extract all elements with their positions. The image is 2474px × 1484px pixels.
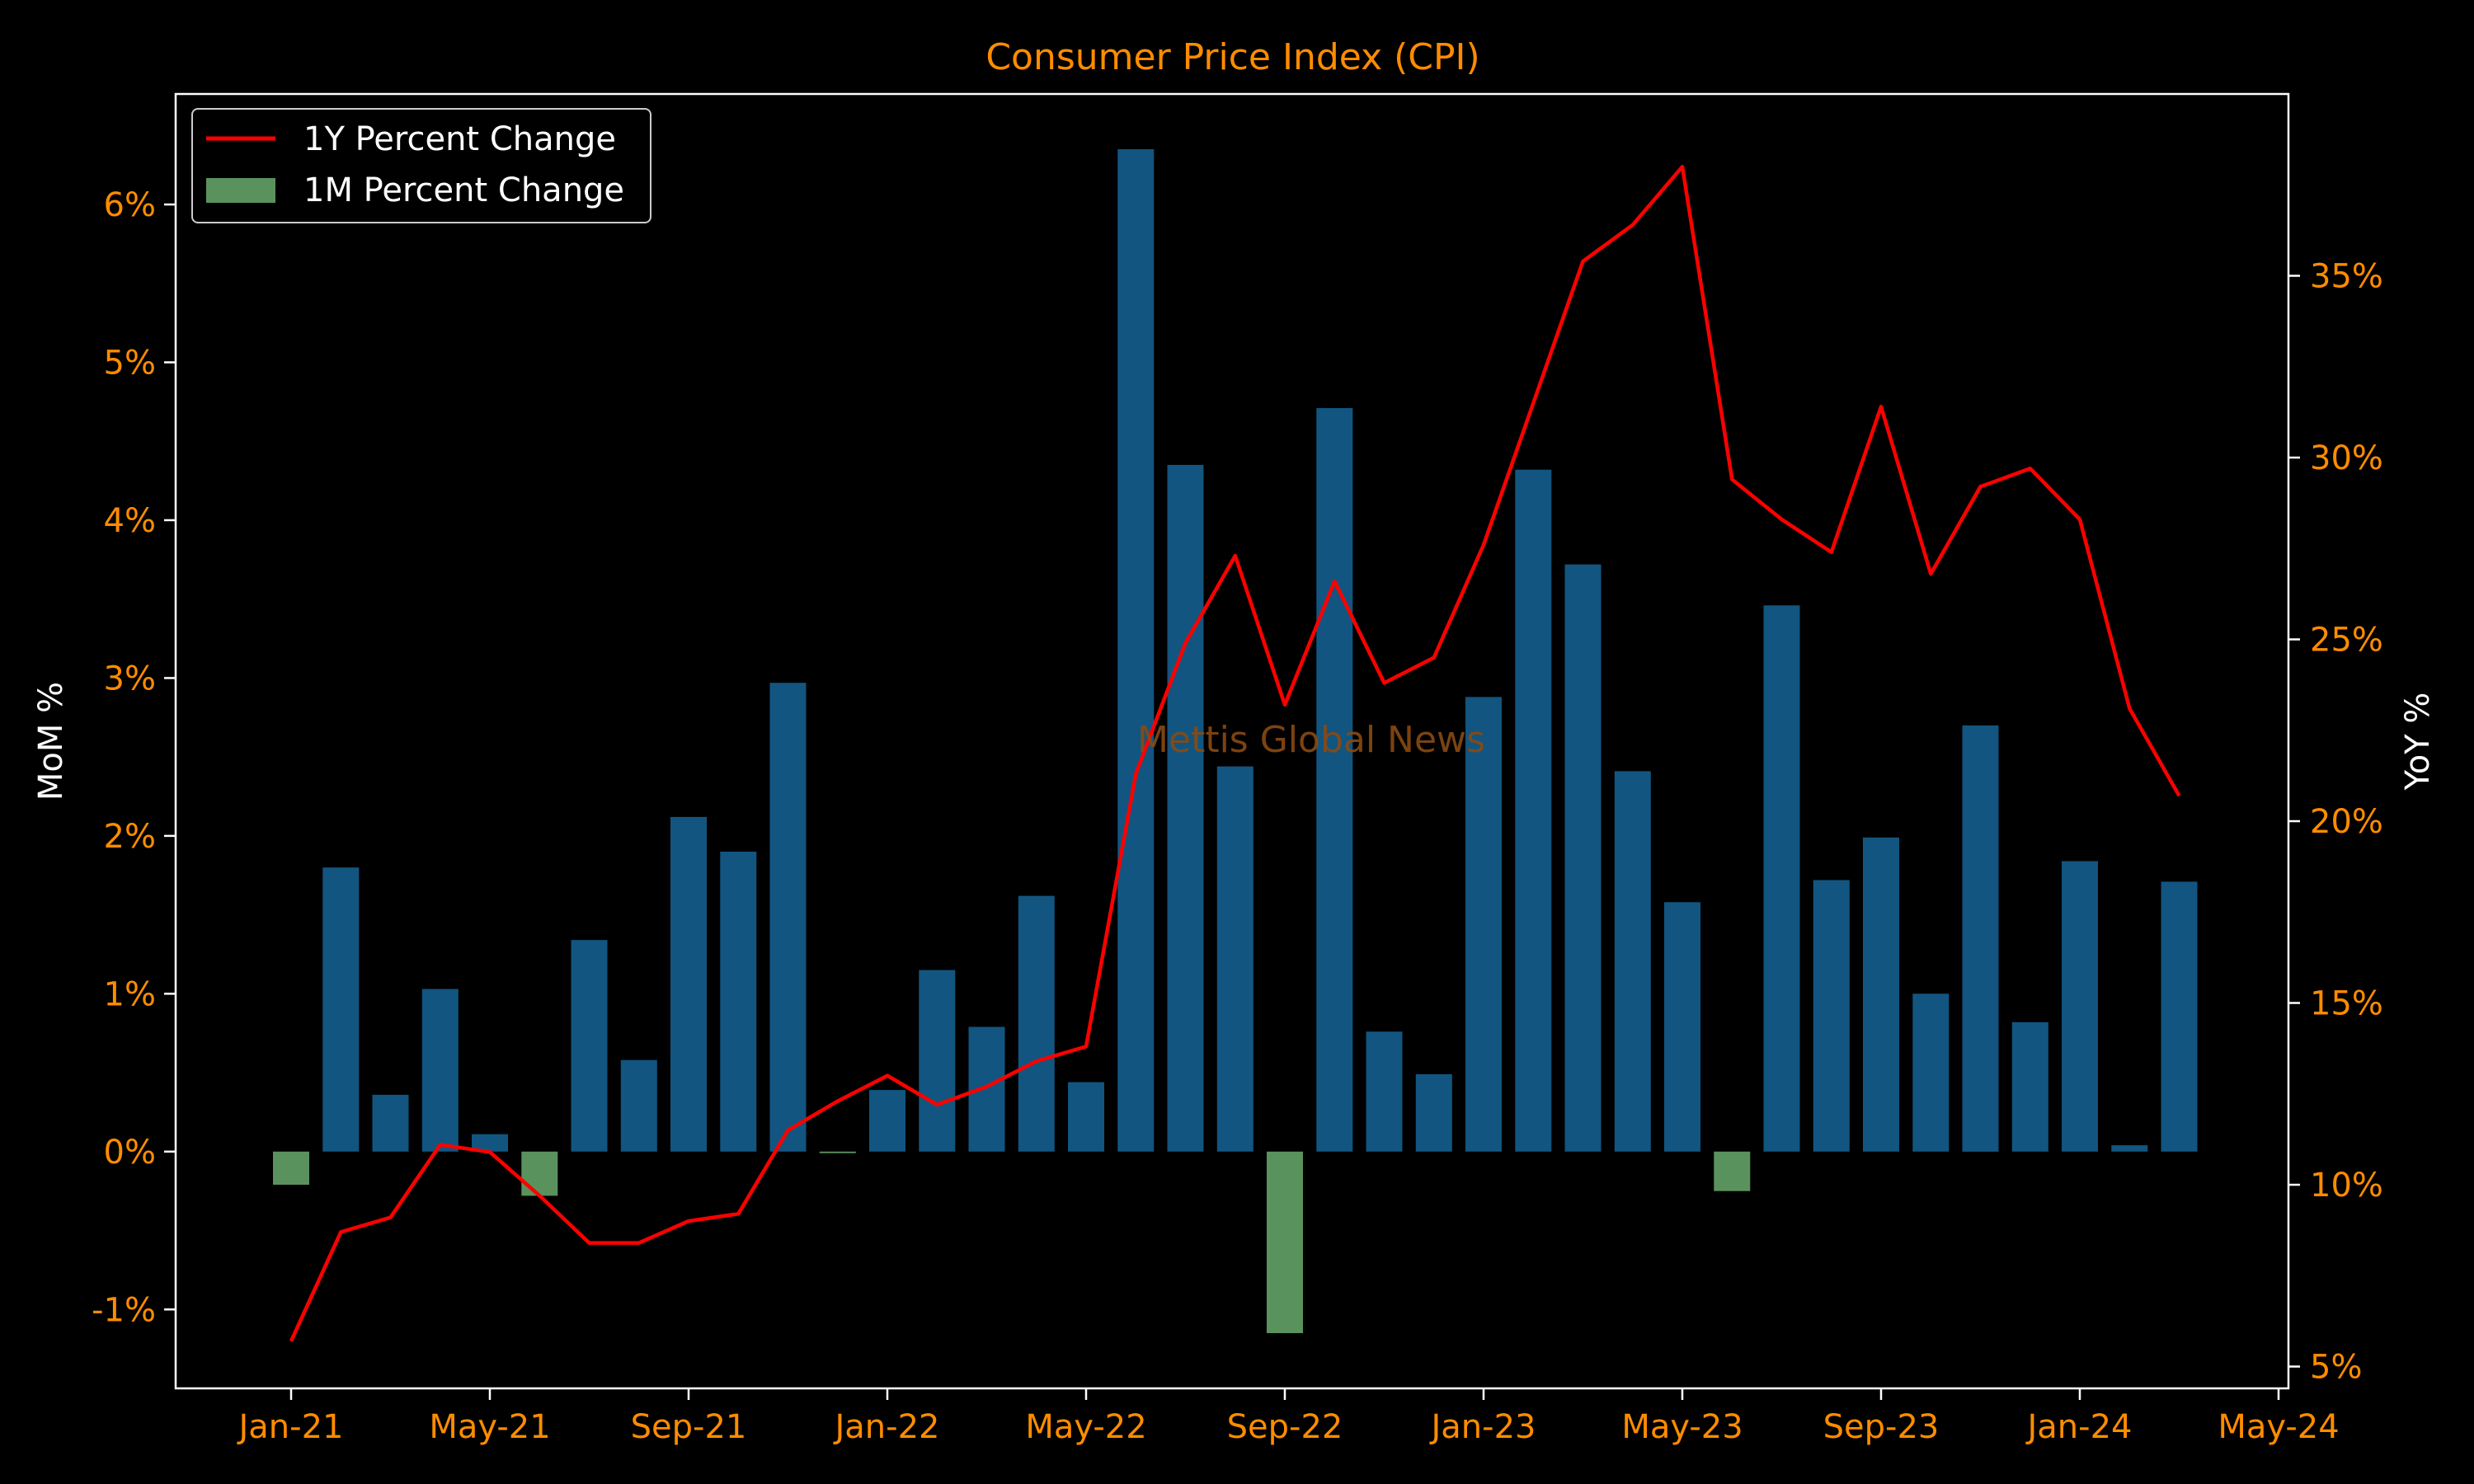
mom-bar [2011,1021,2048,1152]
y-left-tick-label: -1% [92,1291,156,1329]
y-axis-left: -1% 0% 1% 2% 3% 4% 5% 6% [92,186,176,1329]
x-tick-label: Sep-22 [1227,1408,1343,1446]
y-axis-left-label: MoM % [32,682,70,801]
mom-bar [1167,464,1204,1152]
mom-bar [2161,881,2198,1152]
y-right-tick-label: 30% [2310,439,2383,477]
legend: 1Y Percent Change 1M Percent Change [191,108,651,223]
mom-bar [1267,1151,1303,1333]
x-axis: Jan-21 May-21 Sep-21 Jan-22 May-22 Sep-22 Jan-… [237,1388,2340,1446]
mom-bar [1863,837,1899,1152]
y-axis-right: 5% 10% 15% 20% 25% 30% 35% [2288,258,2383,1387]
mom-bar [273,1151,309,1185]
legend-label-mom: 1M Percent Change [303,171,624,209]
mom-bar [1068,1082,1104,1152]
mom-bars [273,149,2198,1333]
y-left-tick-label: 2% [104,818,156,856]
x-tick-label: May-22 [1025,1408,1146,1446]
mom-bar [571,940,608,1152]
mom-bar [1216,766,1253,1152]
mom-bar [1465,697,1502,1152]
y-axis-right-label: YoY % [2399,693,2437,791]
mom-bar [1763,605,1800,1152]
yoy-line-layer [289,164,2181,1342]
chart-title: Consumer Price Index (CPI) [985,36,1479,78]
legend-label-yoy: 1Y Percent Change [303,120,616,158]
y-left-tick-label: 1% [104,975,156,1013]
watermark-text: Mettis Global News [1137,719,1485,761]
mom-bar [919,970,956,1152]
y-right-tick-label: 20% [2310,803,2383,841]
mom-bar [1117,149,1155,1152]
mom-bar [1714,1151,1751,1191]
yoy-line [289,164,2181,1342]
mom-bar [1912,993,1950,1152]
mom-bar [720,852,757,1152]
y-left-tick-label: 6% [104,186,156,224]
mom-bar [819,1151,856,1153]
x-tick-label: Jan-24 [2025,1408,2133,1446]
x-tick-label: May-24 [2218,1408,2339,1446]
x-tick-label: Sep-23 [1823,1408,1940,1446]
mom-bar [1813,880,1850,1152]
mom-bar [968,1026,1005,1152]
plot-frame [174,92,2290,1390]
legend-bar-swatch [206,178,275,203]
x-tick-label: Jan-21 [237,1408,344,1446]
y-left-tick-label: 0% [104,1134,156,1172]
x-tick-label: Jan-22 [833,1408,940,1446]
y-left-tick-label: 5% [104,344,156,382]
mom-bar [322,867,360,1152]
y-left-tick-label: 3% [104,660,156,697]
mom-bar [2062,861,2098,1152]
legend-box [191,108,651,223]
y-left-tick-label: 4% [104,502,156,540]
mom-bar [421,989,459,1152]
y-right-tick-label: 10% [2310,1167,2383,1205]
mom-bar [1415,1074,1452,1152]
mom-bar [1564,564,1602,1152]
mom-bar [869,1090,905,1152]
y-right-tick-label: 5% [2310,1349,2362,1387]
x-tick-label: May-23 [1621,1408,1743,1446]
mom-bar [2111,1145,2148,1152]
x-tick-label: Jan-23 [1429,1408,1536,1446]
mom-bar [670,816,707,1152]
y-right-tick-label: 15% [2310,985,2383,1023]
y-right-tick-label: 35% [2310,258,2383,296]
y-right-tick-label: 25% [2310,622,2383,660]
mom-bar [1515,469,1552,1152]
mom-bar [372,1094,409,1152]
mom-bar [472,1134,508,1152]
mom-bar [1018,895,1055,1152]
mom-bar [1614,771,1651,1152]
mom-bar [1962,725,1999,1152]
x-tick-label: Sep-21 [631,1408,747,1446]
mom-bar [620,1059,657,1152]
mom-bar [521,1151,558,1196]
mom-bar [769,683,807,1152]
x-tick-label: May-21 [429,1408,550,1446]
mom-bar [1366,1031,1403,1152]
mom-bar [1316,408,1353,1152]
mom-bar [1664,902,1700,1152]
